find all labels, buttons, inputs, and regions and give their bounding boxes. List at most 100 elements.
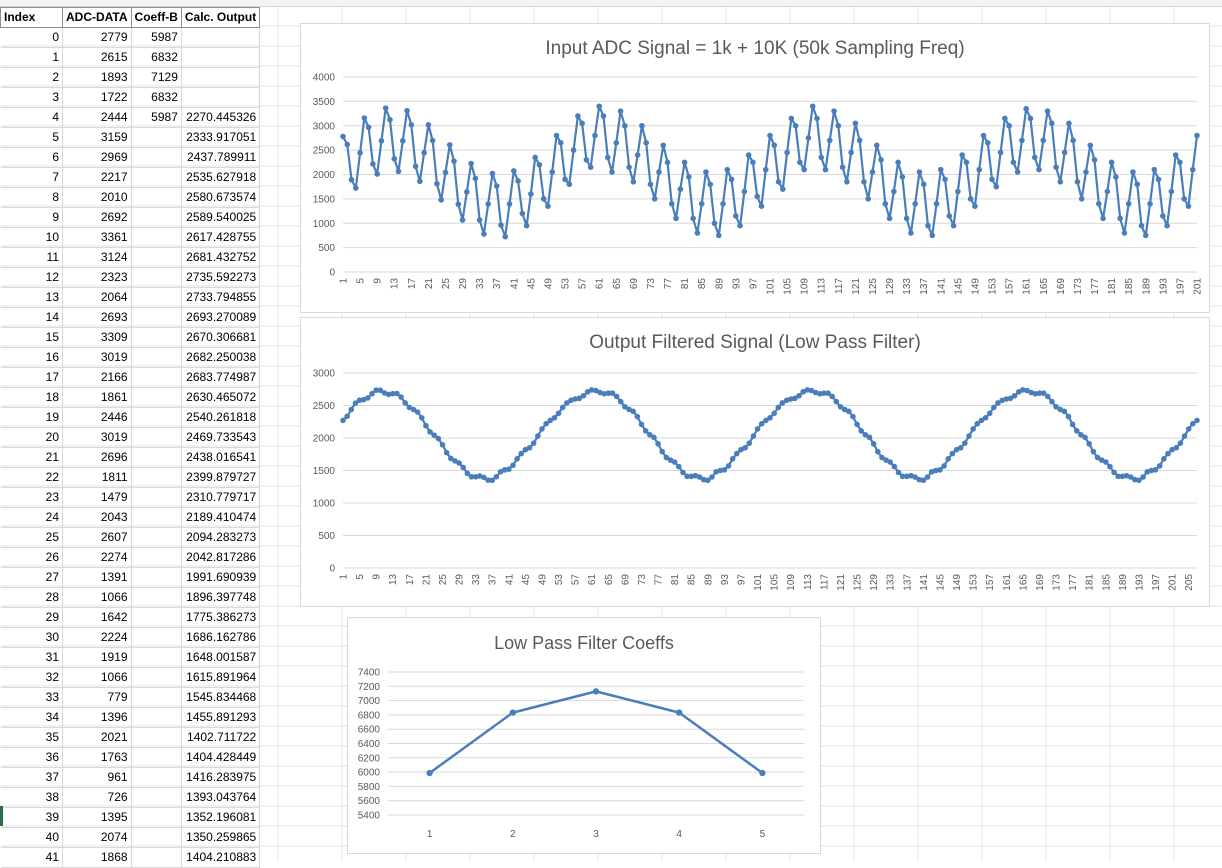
cell[interactable]: 32 (0, 667, 63, 688)
cell[interactable]: 28 (0, 587, 63, 608)
cell[interactable]: 13 (0, 287, 63, 308)
cell[interactable]: 1811 (62, 467, 132, 488)
cell[interactable]: 3 (0, 87, 63, 108)
cell[interactable]: 23 (0, 487, 63, 508)
cell[interactable] (131, 447, 182, 468)
cell[interactable] (181, 47, 261, 68)
cell[interactable]: 2043 (62, 507, 132, 528)
cell[interactable]: 16 (0, 347, 63, 368)
cell[interactable]: 1396 (62, 707, 132, 728)
cell[interactable]: 2323 (62, 267, 132, 288)
cell[interactable] (181, 67, 261, 88)
cell[interactable]: 1352.196081 (181, 807, 261, 828)
cell[interactable] (131, 527, 182, 548)
cell[interactable]: 19 (0, 407, 63, 428)
cell[interactable] (131, 167, 182, 188)
cell[interactable]: 1861 (62, 387, 132, 408)
input-adc-chart[interactable]: Input ADC Signal = 1k + 10K (50k Samplin… (300, 23, 1210, 313)
cell[interactable]: 27 (0, 567, 63, 588)
cell[interactable] (131, 187, 182, 208)
cell[interactable]: 2535.627918 (181, 167, 261, 188)
cell[interactable]: 2607 (62, 527, 132, 548)
cell[interactable]: 1775.386273 (181, 607, 261, 628)
cell[interactable]: 3124 (62, 247, 132, 268)
cell[interactable] (131, 367, 182, 388)
cell[interactable]: 7 (0, 167, 63, 188)
cell[interactable] (131, 147, 182, 168)
cell[interactable] (131, 727, 182, 748)
cell[interactable]: 1763 (62, 747, 132, 768)
cell[interactable]: 3019 (62, 427, 132, 448)
column-header[interactable]: ADC-DATA (62, 7, 132, 28)
cell[interactable] (131, 247, 182, 268)
cell[interactable]: 8 (0, 187, 63, 208)
cell[interactable]: 2580.673574 (181, 187, 261, 208)
cell[interactable]: 21 (0, 447, 63, 468)
cell[interactable]: 1919 (62, 647, 132, 668)
cell[interactable] (131, 387, 182, 408)
column-header[interactable]: Index (0, 7, 63, 28)
cell[interactable]: 2333.917051 (181, 127, 261, 148)
cell[interactable]: 37 (0, 767, 63, 788)
cell[interactable]: 1066 (62, 667, 132, 688)
cell[interactable]: 2969 (62, 147, 132, 168)
cell[interactable]: 6 (0, 147, 63, 168)
cell[interactable]: 2540.261818 (181, 407, 261, 428)
cell[interactable]: 2064 (62, 287, 132, 308)
cell[interactable]: 36 (0, 747, 63, 768)
cell[interactable]: 2615 (62, 47, 132, 68)
cell[interactable]: 2189.410474 (181, 507, 261, 528)
cell[interactable] (131, 407, 182, 428)
cell[interactable]: 1404.210883 (181, 847, 261, 868)
cell[interactable]: 25 (0, 527, 63, 548)
cell[interactable]: 31 (0, 647, 63, 668)
cell[interactable]: 9 (0, 207, 63, 228)
cell[interactable]: 3019 (62, 347, 132, 368)
cell[interactable]: 5 (0, 127, 63, 148)
cell[interactable] (131, 287, 182, 308)
cell[interactable]: 2670.306681 (181, 327, 261, 348)
cell[interactable]: 0 (0, 27, 63, 48)
cell[interactable] (131, 827, 182, 848)
cell[interactable] (131, 227, 182, 248)
cell[interactable] (181, 87, 261, 108)
cell[interactable]: 3309 (62, 327, 132, 348)
cell[interactable]: 6832 (131, 47, 182, 68)
cell[interactable] (131, 467, 182, 488)
cell[interactable]: 2696 (62, 447, 132, 468)
cell[interactable]: 30 (0, 627, 63, 648)
cell[interactable]: 38 (0, 787, 63, 808)
cell[interactable] (131, 327, 182, 348)
cell[interactable]: 2693 (62, 307, 132, 328)
cell[interactable]: 40 (0, 827, 63, 848)
cell[interactable] (131, 307, 182, 328)
cell[interactable] (131, 787, 182, 808)
cell[interactable]: 5987 (131, 107, 182, 128)
cell[interactable] (131, 687, 182, 708)
cell[interactable]: 2682.250038 (181, 347, 261, 368)
cell[interactable]: 1686.162786 (181, 627, 261, 648)
cell[interactable]: 1393.043764 (181, 787, 261, 808)
cell[interactable]: 2446 (62, 407, 132, 428)
cell[interactable]: 1 (0, 47, 63, 68)
cell[interactable] (131, 767, 182, 788)
column-header[interactable]: Coeff-B (130, 7, 182, 28)
cell[interactable]: 1404.428449 (181, 747, 261, 768)
cell[interactable]: 2733.794855 (181, 287, 261, 308)
cell[interactable]: 1648.001587 (181, 647, 261, 668)
cell[interactable]: 20 (0, 427, 63, 448)
cell[interactable]: 2217 (62, 167, 132, 188)
cell[interactable]: 26 (0, 547, 63, 568)
cell[interactable]: 2437.789911 (181, 147, 261, 168)
cell[interactable]: 1642 (62, 607, 132, 628)
cell[interactable]: 5987 (131, 27, 182, 48)
column-header[interactable]: Calc. Output (180, 7, 261, 28)
cell[interactable]: 2693.270089 (181, 307, 261, 328)
cell[interactable] (131, 647, 182, 668)
cell[interactable]: 2074 (62, 827, 132, 848)
cell[interactable]: 7129 (131, 67, 182, 88)
cell[interactable]: 1545.834468 (181, 687, 261, 708)
cell[interactable] (131, 567, 182, 588)
cell[interactable] (131, 607, 182, 628)
cell[interactable] (131, 627, 182, 648)
